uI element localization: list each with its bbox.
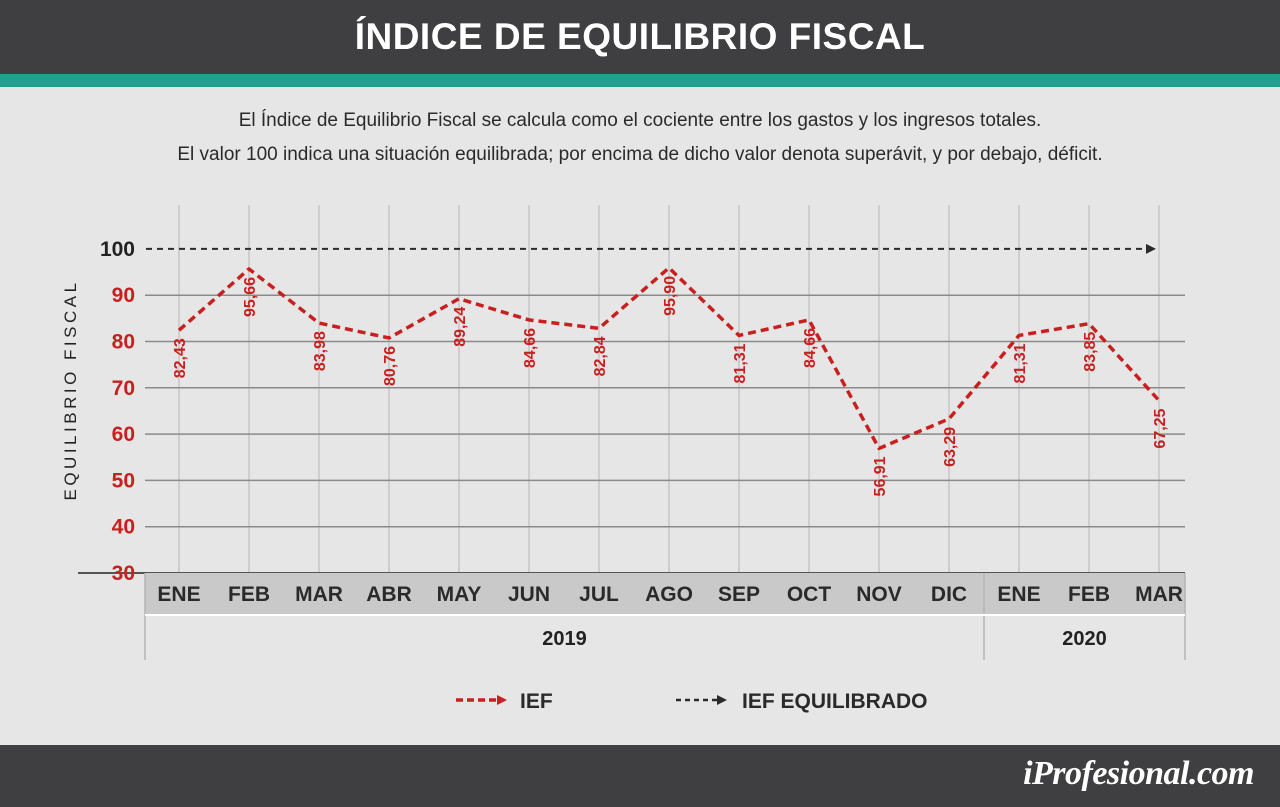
x-tick-label: OCT — [787, 583, 832, 606]
x-tick-label: FEB — [1068, 583, 1110, 606]
description: El Índice de Equilibrio Fiscal se calcul… — [0, 104, 1280, 172]
data-label: 80,76 — [382, 346, 399, 386]
description-line-2: El valor 100 indica una situación equili… — [177, 144, 1103, 165]
y-tick-label: 60 — [112, 423, 135, 446]
x-tick-label: ENE — [997, 583, 1040, 606]
year-label: 2020 — [1062, 628, 1107, 650]
x-tick-label: JUL — [579, 583, 619, 606]
y-tick-label: 50 — [112, 469, 135, 492]
y-tick-label: 90 — [112, 284, 135, 307]
data-label: 82,84 — [592, 336, 609, 376]
data-label: 89,24 — [452, 307, 469, 347]
data-label: 81,31 — [1012, 343, 1029, 383]
y-tick-label: 70 — [112, 377, 135, 400]
x-tick-label: MAR — [295, 583, 343, 606]
data-label: 82,43 — [172, 338, 189, 378]
accent-stripe — [0, 74, 1280, 87]
x-tick-label: MAR — [1135, 583, 1183, 606]
data-label: 56,91 — [872, 456, 889, 496]
data-label: 67,25 — [1152, 408, 1169, 448]
x-tick-label: DIC — [931, 583, 967, 606]
y-axis-title: EQUILIBRIO FISCAL — [61, 279, 80, 500]
legend-label-reference: IEF EQUILIBRADO — [742, 690, 928, 713]
data-label: 95,66 — [242, 277, 259, 317]
x-tick-label: FEB — [228, 583, 270, 606]
data-label: 83,98 — [312, 331, 329, 371]
x-tick-label: SEP — [718, 583, 760, 606]
data-label: 84,66 — [522, 328, 539, 368]
footer-bar: iProfesional.com — [0, 745, 1280, 807]
legend-label-ief: IEF — [520, 690, 553, 713]
page-title: ÍNDICE DE EQUILIBRIO FISCAL — [354, 16, 926, 57]
series-line-ief — [177, 266, 1161, 451]
data-label: 63,29 — [942, 427, 959, 467]
y-tick-label: 40 — [112, 516, 135, 539]
description-line-1: El Índice de Equilibrio Fiscal se calcul… — [238, 110, 1042, 131]
year-label: 2019 — [542, 628, 587, 650]
x-tick-label: AGO — [645, 583, 693, 606]
brand-logo: iProfesional.com — [1023, 755, 1254, 792]
data-label: 81,31 — [732, 343, 749, 383]
x-tick-label: NOV — [856, 583, 902, 606]
x-tick-label: ABR — [366, 583, 412, 606]
y-tick-label: 100 — [100, 238, 135, 261]
y-tick-label: 30 — [112, 562, 135, 585]
y-tick-label: 80 — [112, 331, 135, 354]
x-tick-label: MAY — [437, 583, 482, 606]
x-tick-label: JUN — [508, 583, 550, 606]
data-label: 83,85 — [1082, 332, 1099, 372]
data-label: 84,66 — [802, 328, 819, 368]
month-band — [145, 573, 1185, 615]
x-tick-label: ENE — [157, 583, 200, 606]
data-label: 95,90 — [662, 276, 679, 316]
header-bar: ÍNDICE DE EQUILIBRIO FISCAL — [0, 0, 1280, 74]
